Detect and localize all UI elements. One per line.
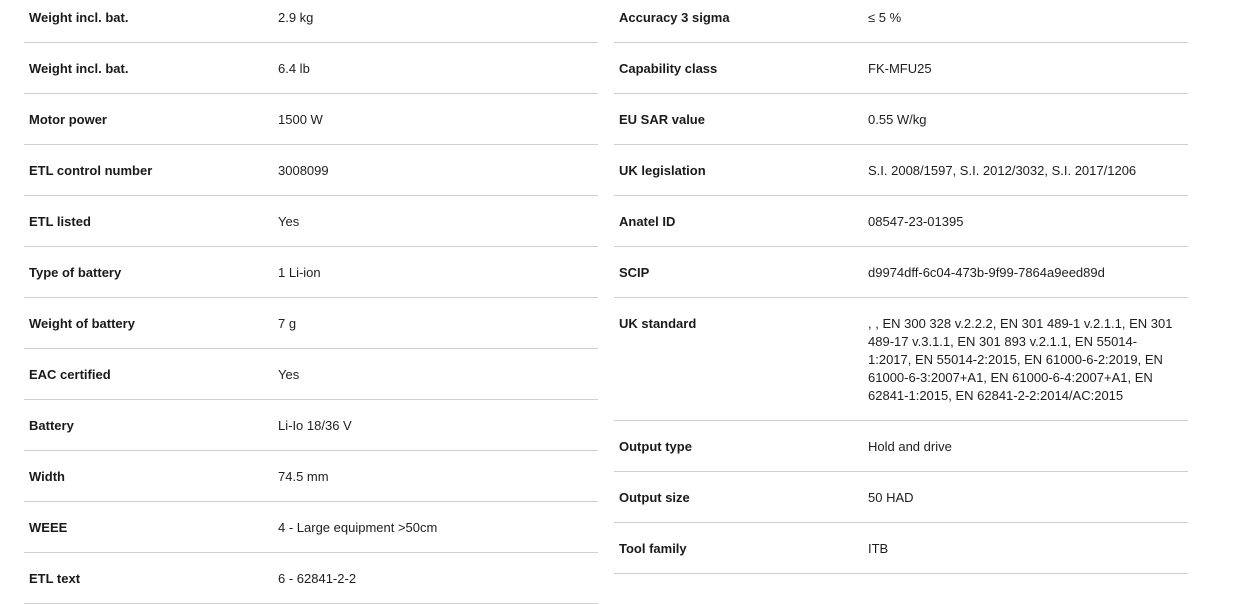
spec-row: Capability class FK-MFU25 — [614, 43, 1188, 94]
spec-value: ≤ 5 % — [868, 10, 902, 25]
spec-value: Yes — [278, 367, 300, 382]
spec-table-left: Weight incl. bat. 2.9 kg Weight incl. bat.… — [24, 0, 598, 604]
spec-row: ETL listed Yes — [24, 196, 598, 247]
spec-label: Weight incl. bat. — [29, 61, 129, 76]
spec-label: Accuracy 3 sigma — [619, 10, 730, 25]
spec-table-right: Accuracy 3 sigma ≤ 5 % Capability class FK-… — [614, 0, 1188, 574]
spec-value: Yes — [278, 214, 300, 229]
spec-label: Weight incl. bat. — [29, 10, 129, 25]
spec-row: Weight incl. bat. 2.9 kg — [24, 0, 598, 43]
spec-label: ETL control number — [29, 163, 153, 178]
spec-row: Tool family ITB — [614, 523, 1188, 574]
spec-label: Anatel ID — [619, 214, 676, 229]
spec-value: 7 g — [278, 316, 297, 331]
spec-row: Motor power 1500 W — [24, 94, 598, 145]
spec-value: 08547-23-01395 — [868, 214, 964, 229]
spec-row: Type of battery 1 Li-ion — [24, 247, 598, 298]
spec-value: 6.4 lb — [278, 61, 310, 76]
spec-label: UK legislation — [619, 163, 706, 178]
spec-value: 6 - 62841-2-2 — [278, 571, 357, 586]
spec-label: Output type — [619, 439, 692, 454]
spec-row: EU SAR value 0.55 W/kg — [614, 94, 1188, 145]
spec-row: UK legislation S.I. 2008/1597, S.I. 2012/… — [614, 145, 1188, 196]
spec-value: 1500 W — [278, 112, 323, 127]
spec-row: Weight incl. bat. 6.4 lb — [24, 43, 598, 94]
spec-label: Tool family — [619, 541, 687, 556]
spec-label: UK standard — [619, 316, 697, 331]
spec-row: WEEE 4 - Large equipment >50cm — [24, 502, 598, 553]
spec-row: UK standard , , EN 300 328 v.2.2.2, EN 30… — [614, 298, 1188, 421]
spec-row: Anatel ID 08547-23-01395 — [614, 196, 1188, 247]
spec-label: Motor power — [29, 112, 107, 127]
spec-row: Battery Li-Io 18/36 V — [24, 400, 598, 451]
spec-row: Output size 50 HAD — [614, 472, 1188, 523]
spec-label: Output size — [619, 490, 690, 505]
spec-row: Output type Hold and drive — [614, 421, 1188, 472]
spec-label: ETL text — [29, 571, 81, 586]
spec-label: Capability class — [619, 61, 718, 76]
spec-row: Accuracy 3 sigma ≤ 5 % — [614, 0, 1188, 43]
spec-row: Width 74.5 mm — [24, 451, 598, 502]
spec-value: 2.9 kg — [278, 10, 314, 25]
spec-row: ETL text 6 - 62841-2-2 — [24, 553, 598, 604]
spec-value: 0.55 W/kg — [868, 112, 927, 127]
spec-label: EAC certified — [29, 367, 111, 382]
spec-value: 3008099 — [278, 163, 329, 178]
spec-row: EAC certified Yes — [24, 349, 598, 400]
spec-value: d9974dff-6c04-473b-9f99-7864a9eed89d — [868, 265, 1105, 280]
spec-value: FK-MFU25 — [868, 61, 932, 76]
spec-label: Width — [29, 469, 65, 484]
spec-value: 50 HAD — [868, 490, 914, 505]
spec-value: , , EN 300 328 v.2.2.2, EN 301 489-1 v.2… — [868, 316, 1173, 403]
spec-label: ETL listed — [29, 214, 91, 229]
spec-label: Weight of battery — [29, 316, 135, 331]
spec-value: 1 Li-ion — [278, 265, 321, 280]
spec-label: Battery — [29, 418, 74, 433]
spec-row: SCIP d9974dff-6c04-473b-9f99-7864a9eed89d — [614, 247, 1188, 298]
spec-label: SCIP — [619, 265, 650, 280]
spec-row: Weight of battery 7 g — [24, 298, 598, 349]
spec-label: Type of battery — [29, 265, 122, 280]
spec-value: S.I. 2008/1597, S.I. 2012/3032, S.I. 201… — [868, 163, 1137, 178]
spec-label: WEEE — [29, 520, 68, 535]
spec-value: 4 - Large equipment >50cm — [278, 520, 438, 535]
spec-value: 74.5 mm — [278, 469, 329, 484]
spec-row: ETL control number 3008099 — [24, 145, 598, 196]
spec-value: ITB — [868, 541, 889, 556]
spec-value: Hold and drive — [868, 439, 952, 454]
spec-label: EU SAR value — [619, 112, 705, 127]
spec-value: Li-Io 18/36 V — [278, 418, 352, 433]
